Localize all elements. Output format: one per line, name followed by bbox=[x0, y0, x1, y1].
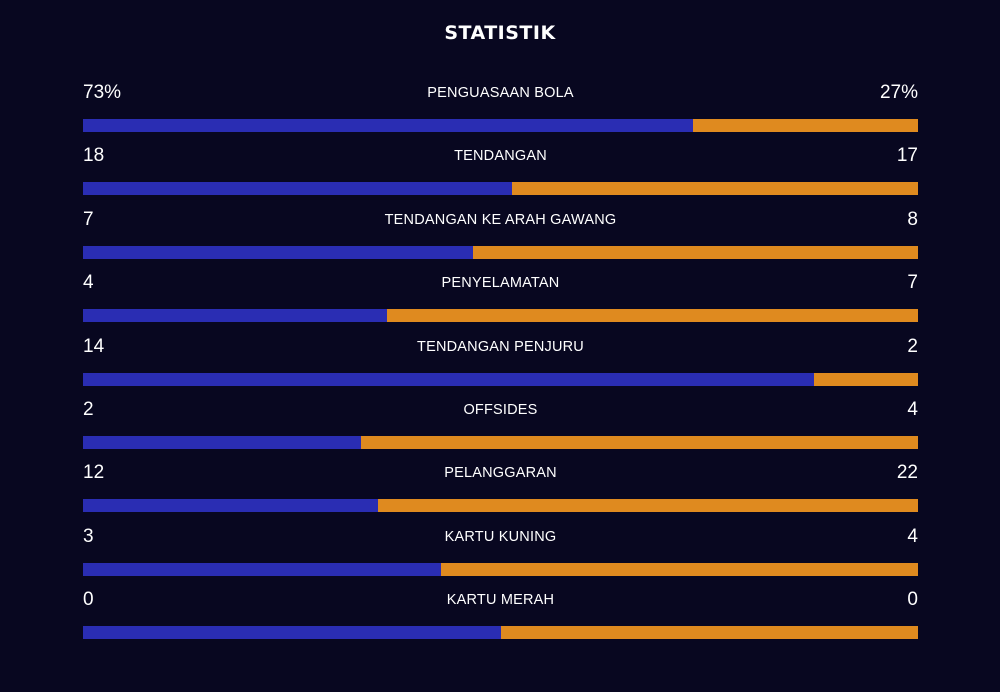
stat-row-header: OFFSIDES 2 4 bbox=[83, 397, 918, 427]
away-value: 22 bbox=[896, 462, 918, 484]
away-bar-segment bbox=[377, 499, 918, 513]
stat-label: TENDANGAN bbox=[454, 148, 547, 165]
home-value: 73% bbox=[83, 82, 122, 103]
away-bar-segment bbox=[500, 626, 918, 640]
stat-label: PENGUASAAN BOLA bbox=[427, 85, 574, 101]
stat-row: TENDANGAN KE ARAH GAWANG 7 8 bbox=[83, 207, 918, 270]
away-value: 8 bbox=[907, 208, 918, 230]
stat-label: OFFSIDES bbox=[463, 401, 538, 418]
comparison-bar bbox=[83, 562, 918, 576]
home-value: 14 bbox=[83, 335, 105, 357]
stat-row: PENGUASAAN BOLA 73% 27% bbox=[83, 80, 918, 143]
stat-row-header: KARTU MERAH 0 0 bbox=[83, 587, 918, 617]
home-value: 18 bbox=[83, 145, 105, 167]
stat-row: KARTU MERAH 0 0 bbox=[83, 587, 918, 650]
away-value: 4 bbox=[907, 398, 918, 420]
stat-row-header: PELANGGARAN 12 22 bbox=[83, 460, 918, 490]
stat-row-header: KARTU KUNING 3 4 bbox=[83, 524, 918, 554]
away-bar-segment bbox=[386, 309, 918, 323]
comparison-bar bbox=[83, 499, 918, 513]
stat-label: KARTU MERAH bbox=[446, 592, 555, 609]
away-bar-segment bbox=[813, 372, 918, 386]
comparison-bar bbox=[83, 182, 918, 196]
stat-row: PENYELAMATAN 4 7 bbox=[83, 270, 918, 333]
stat-label: PELANGGARAN bbox=[444, 465, 557, 482]
stat-row-header: TENDANGAN 18 17 bbox=[83, 143, 918, 173]
stat-row-header: PENGUASAAN BOLA 73% 27% bbox=[83, 80, 918, 110]
home-value: 0 bbox=[83, 589, 94, 611]
stat-row-header: TENDANGAN PENJURU 14 2 bbox=[83, 334, 918, 364]
away-value: 4 bbox=[907, 525, 918, 547]
comparison-bar bbox=[83, 626, 918, 640]
stat-row: TENDANGAN PENJURU 14 2 bbox=[83, 334, 918, 397]
home-bar-segment bbox=[83, 626, 501, 640]
home-value: 3 bbox=[83, 525, 94, 547]
home-value: 12 bbox=[83, 462, 105, 484]
stat-row: OFFSIDES 2 4 bbox=[83, 397, 918, 460]
home-bar-segment bbox=[83, 309, 387, 323]
stat-row: PELANGGARAN 12 22 bbox=[83, 460, 918, 523]
home-value: 2 bbox=[83, 398, 94, 420]
away-bar-segment bbox=[692, 119, 918, 132]
away-value: 2 bbox=[907, 335, 918, 357]
stat-label: TENDANGAN KE ARAH GAWANG bbox=[384, 211, 617, 228]
home-bar-segment bbox=[83, 182, 513, 196]
away-bar-segment bbox=[361, 435, 918, 449]
home-value: 7 bbox=[83, 208, 94, 230]
home-bar-segment bbox=[83, 562, 442, 576]
away-value: 0 bbox=[907, 589, 918, 611]
stat-label: PENYELAMATAN bbox=[441, 275, 560, 292]
stat-label: KARTU KUNING bbox=[444, 528, 557, 545]
stat-label: TENDANGAN PENJURU bbox=[417, 338, 584, 355]
stat-row: KARTU KUNING 3 4 bbox=[83, 524, 918, 587]
away-value: 7 bbox=[907, 272, 918, 294]
away-value: 27% bbox=[879, 82, 918, 103]
comparison-bar bbox=[83, 119, 918, 132]
comparison-bar bbox=[83, 372, 918, 386]
comparison-bar bbox=[83, 245, 918, 259]
home-bar-segment bbox=[83, 245, 473, 259]
stat-row-header: PENYELAMATAN 4 7 bbox=[83, 270, 918, 300]
away-bar-segment bbox=[512, 182, 918, 196]
home-bar-segment bbox=[83, 119, 693, 132]
home-bar-segment bbox=[83, 372, 814, 386]
stats-list: PENGUASAAN BOLA 73% 27% TENDANGAN 18 17 TENDAN… bbox=[83, 80, 918, 651]
home-bar-segment bbox=[83, 499, 378, 513]
home-value: 4 bbox=[83, 272, 94, 294]
comparison-bar bbox=[83, 309, 918, 323]
away-bar-segment bbox=[441, 562, 918, 576]
stat-row: TENDANGAN 18 17 bbox=[83, 143, 918, 206]
stat-row-header: TENDANGAN KE ARAH GAWANG 7 8 bbox=[83, 207, 918, 237]
away-value: 17 bbox=[896, 145, 918, 167]
away-bar-segment bbox=[472, 245, 918, 259]
comparison-bar bbox=[83, 435, 918, 449]
stats-title: STATISTIK bbox=[444, 22, 556, 44]
home-bar-segment bbox=[83, 435, 362, 449]
